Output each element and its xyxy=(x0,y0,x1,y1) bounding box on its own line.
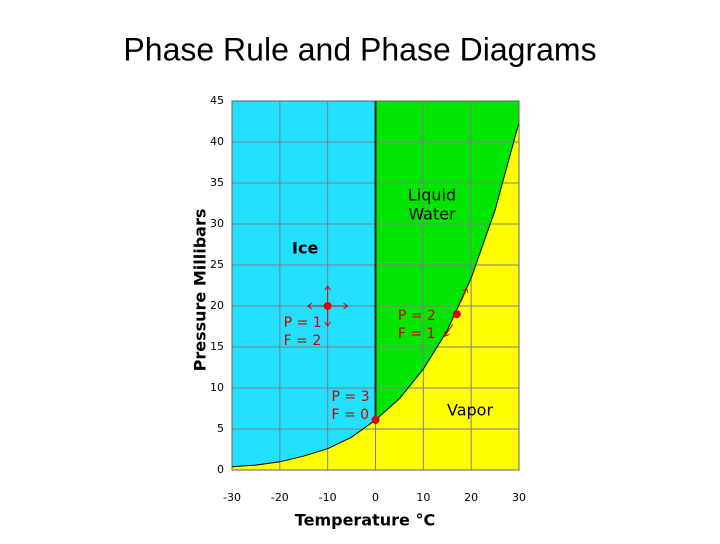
region-label: Liquid xyxy=(408,186,456,205)
x-tick-label: -30 xyxy=(223,491,241,504)
region-label: Water xyxy=(408,205,456,224)
arrow-head xyxy=(324,285,331,291)
point-label: P = 3 xyxy=(332,389,370,405)
region-label: Vapor xyxy=(447,401,493,420)
plot-border xyxy=(231,100,520,471)
plot-area: -30 -20 -10 0 10 20 30 0 5 10 15 20 25 30 35 40 45 Ice Liq… xyxy=(210,94,526,504)
arrow-head xyxy=(462,287,469,294)
arrow-head xyxy=(324,321,331,327)
arrow-head xyxy=(343,302,349,310)
chart-title: Phase Rule and Phase Diagrams xyxy=(123,31,596,67)
y-tick-label: 30 xyxy=(210,217,224,230)
point-label: F = 0 xyxy=(332,407,370,423)
arrow xyxy=(460,288,468,303)
y-tick-label: 40 xyxy=(210,135,224,148)
point-label: F = 1 xyxy=(398,326,436,342)
region-ice xyxy=(232,101,376,470)
region-label: Ice xyxy=(292,239,318,258)
phase-point xyxy=(323,302,332,310)
x-tick-label: 0 xyxy=(372,491,379,504)
region-liquid xyxy=(375,101,519,420)
x-tick-label: 20 xyxy=(464,491,478,504)
arrow-head xyxy=(306,302,313,310)
arrow xyxy=(444,323,454,337)
y-tick-label: 20 xyxy=(210,299,224,312)
x-tick-label: -20 xyxy=(271,491,289,504)
arrow-head xyxy=(444,331,450,337)
y-axis-label: Pressure Millibars xyxy=(191,209,210,372)
x-tick-label: 10 xyxy=(416,491,430,504)
y-tick-label: 10 xyxy=(210,381,224,394)
region-vapor xyxy=(232,122,519,470)
x-axis-label: Temperature °C xyxy=(295,511,435,530)
phase-point xyxy=(452,310,461,319)
y-tick-label: 25 xyxy=(210,258,224,271)
y-tick-label: 35 xyxy=(210,176,224,189)
phase-point xyxy=(371,415,380,424)
point-label: P = 1 xyxy=(284,315,322,331)
point-label: P = 2 xyxy=(398,308,436,324)
y-tick-label: 15 xyxy=(210,340,224,353)
point-label: F = 2 xyxy=(284,333,322,349)
y-tick-label: 0 xyxy=(217,463,224,476)
x-tick-label: 30 xyxy=(512,491,526,504)
x-tick-label: -10 xyxy=(319,491,337,504)
y-tick-label: 5 xyxy=(217,422,224,435)
y-tick-label: 45 xyxy=(210,94,224,107)
